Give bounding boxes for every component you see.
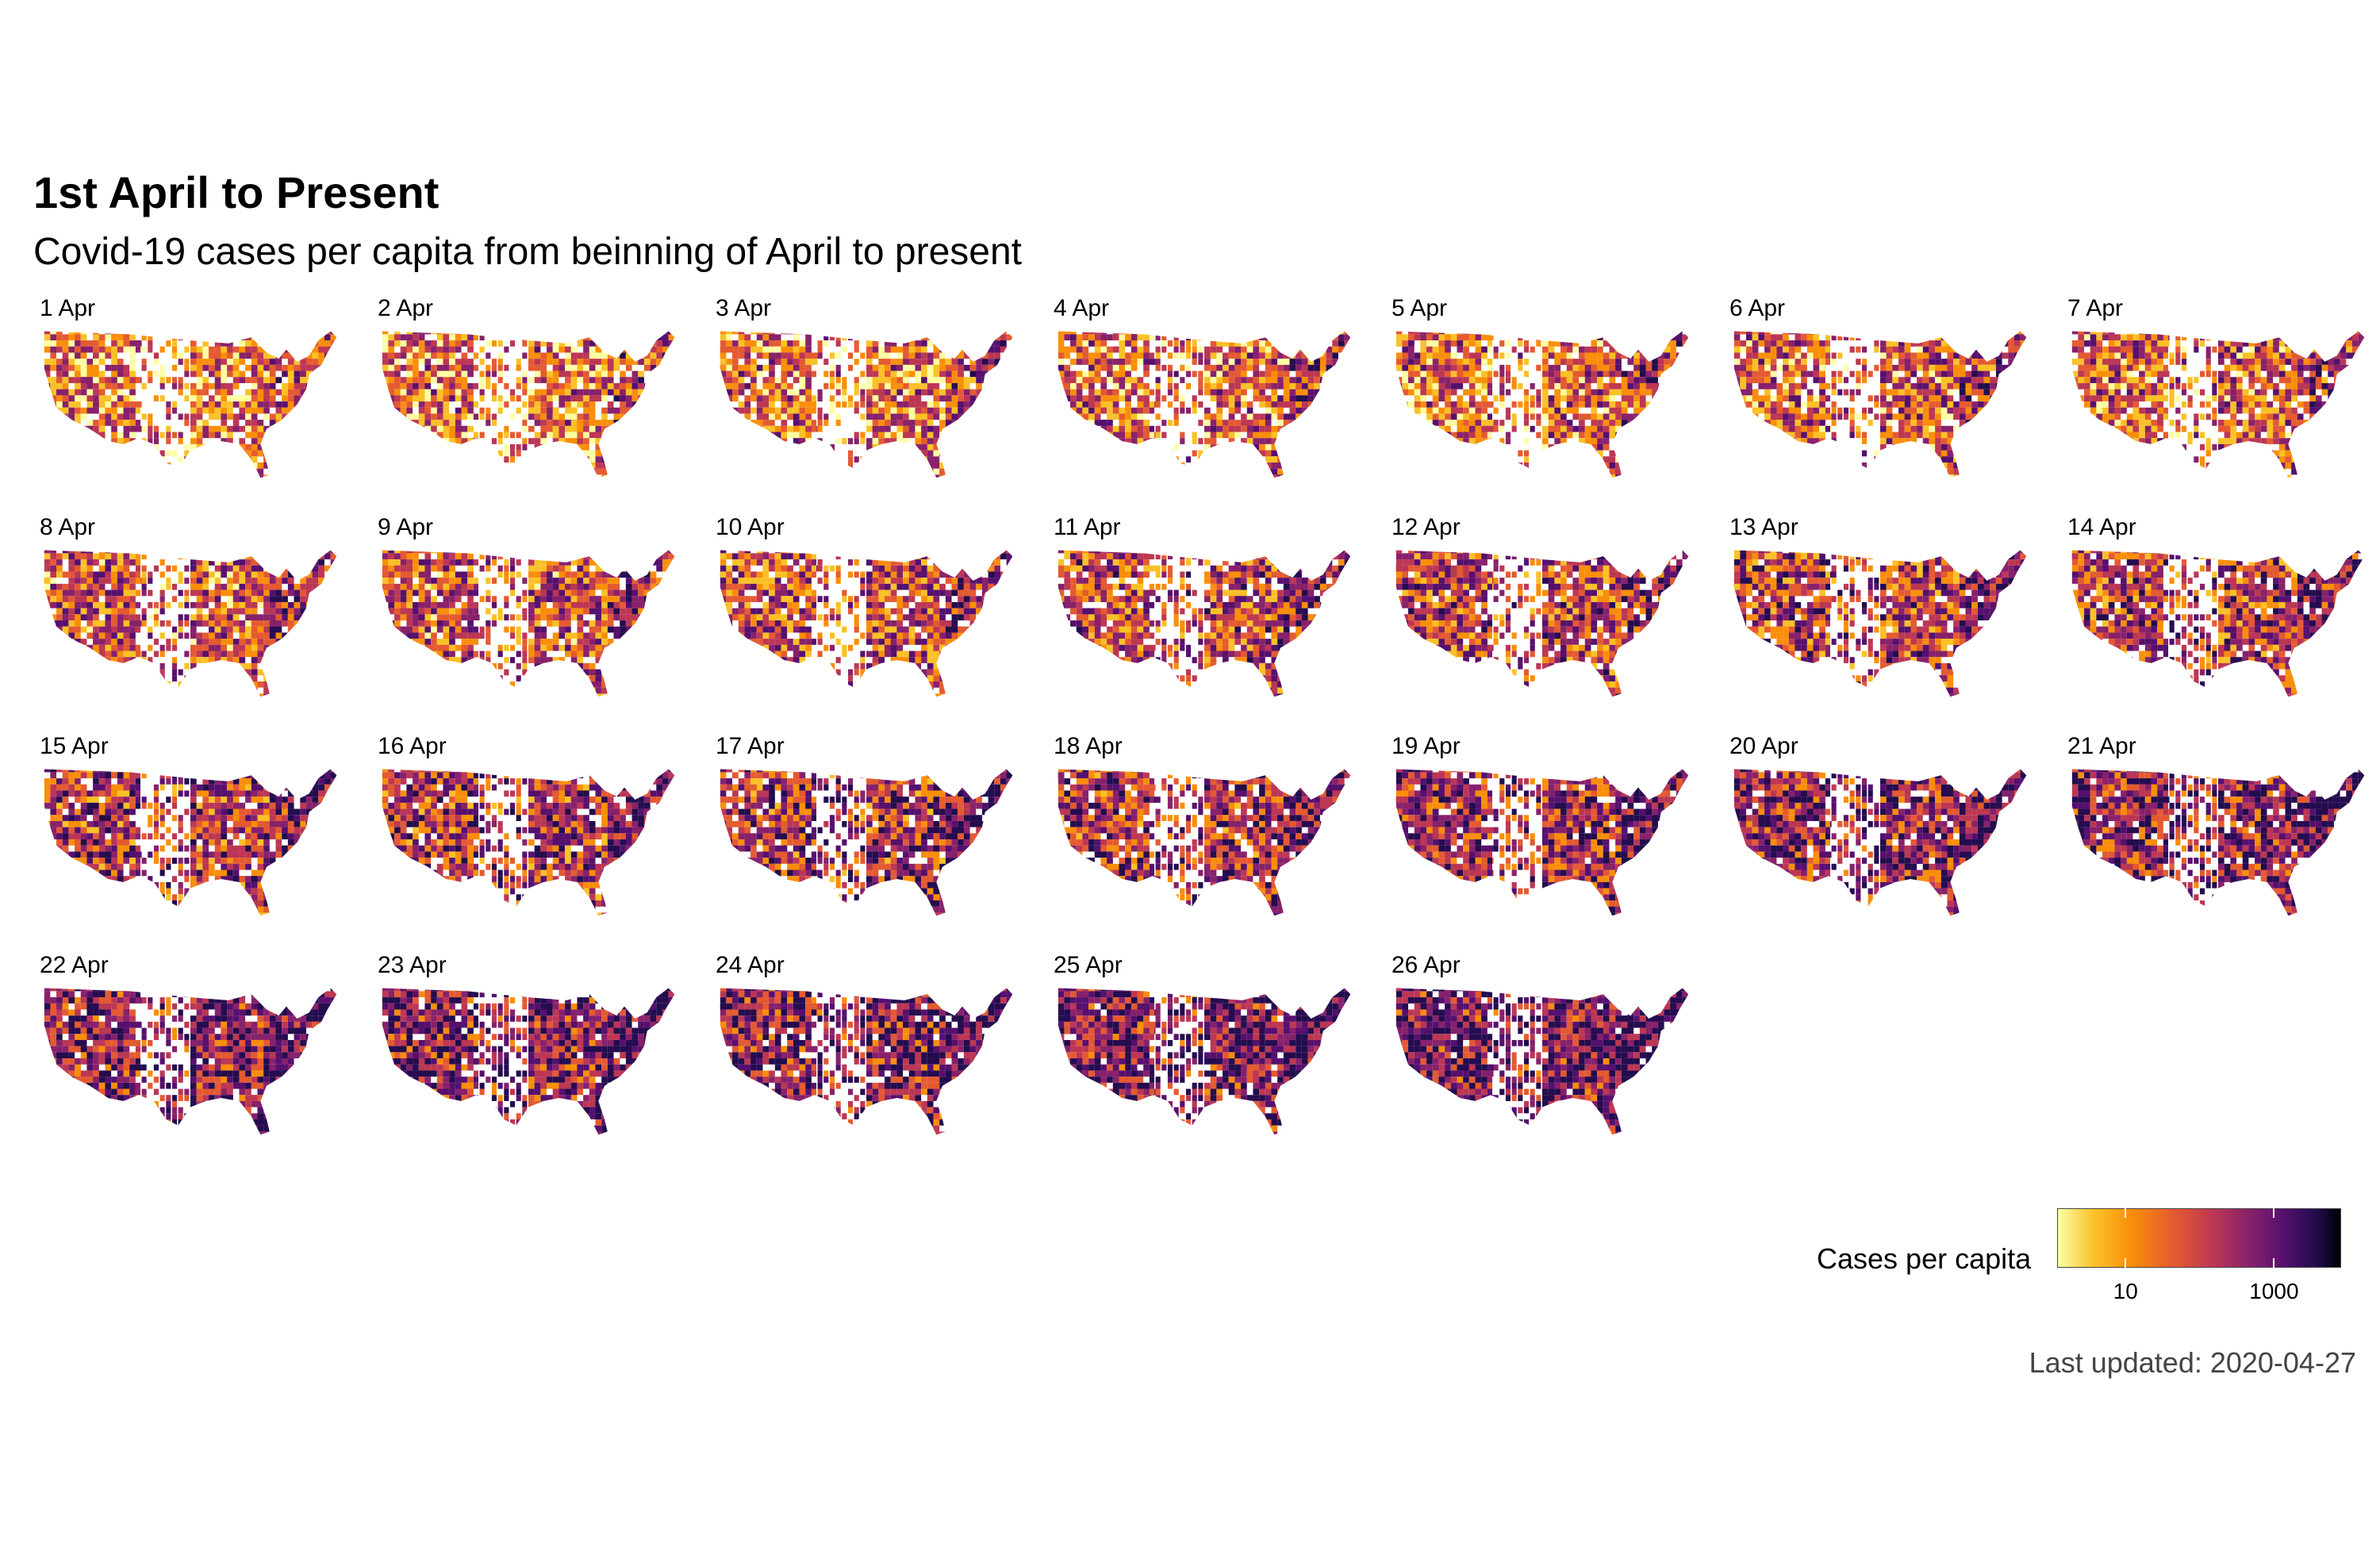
legend-color-bar <box>2057 1208 2341 1268</box>
us-county-map <box>1733 331 2027 478</box>
facet-label: 16 Apr <box>378 733 447 760</box>
facet-label: 19 Apr <box>1392 733 1461 760</box>
facet-label: 8 Apr <box>40 514 95 541</box>
facet-panel: 26 Apr <box>1384 952 1701 1142</box>
facet-label: 25 Apr <box>1054 952 1123 979</box>
facet-label: 15 Apr <box>40 733 109 760</box>
facet-label: 4 Apr <box>1054 295 1109 322</box>
facet-panel: 25 Apr <box>1046 952 1363 1142</box>
legend-tick-mark <box>2125 1208 2127 1268</box>
chart-subtitle: Covid-19 cases per capita from beinning … <box>33 230 1022 274</box>
facet-panel: 3 Apr <box>708 295 1025 486</box>
us-county-map <box>1058 331 1351 478</box>
facet-panel: 6 Apr <box>1722 295 2039 486</box>
us-county-map <box>44 331 337 478</box>
us-county-map <box>720 550 1013 697</box>
facet-label: 18 Apr <box>1054 733 1123 760</box>
facet-panel: 20 Apr <box>1722 733 2039 923</box>
facet-panel: 19 Apr <box>1384 733 1701 923</box>
us-county-map <box>1058 769 1351 916</box>
us-county-map <box>44 769 337 916</box>
facet-label: 6 Apr <box>1729 295 1785 322</box>
facet-panel: 22 Apr <box>32 952 349 1142</box>
facet-panel: 5 Apr <box>1384 295 1701 486</box>
facet-panel: 8 Apr <box>32 514 349 704</box>
facet-label: 14 Apr <box>2067 514 2136 541</box>
legend-tick-mark <box>2273 1208 2275 1268</box>
facet-panel: 1 Apr <box>32 295 349 486</box>
us-county-map <box>1733 769 2027 916</box>
facet-label: 11 Apr <box>1054 514 1121 541</box>
facet-label: 24 Apr <box>716 952 785 979</box>
facet-label: 3 Apr <box>716 295 771 322</box>
facet-panel: 16 Apr <box>370 733 687 923</box>
facet-label: 12 Apr <box>1392 514 1461 541</box>
facet-panel: 24 Apr <box>708 952 1025 1142</box>
us-county-map <box>382 769 675 916</box>
facet-label: 22 Apr <box>40 952 109 979</box>
us-county-map <box>2071 331 2365 478</box>
facet-panel: 21 Apr <box>2059 733 2377 923</box>
facet-panel: 13 Apr <box>1722 514 2039 704</box>
last-updated-caption: Last updated: 2020-04-27 <box>2029 1346 2356 1380</box>
facet-label: 5 Apr <box>1392 295 1447 322</box>
us-county-map <box>382 988 675 1135</box>
us-county-map <box>1395 550 1689 697</box>
facet-label: 17 Apr <box>716 733 785 760</box>
facet-panel: 4 Apr <box>1046 295 1363 486</box>
us-county-map <box>720 331 1013 478</box>
facet-panel: 10 Apr <box>708 514 1025 704</box>
facet-panel: 12 Apr <box>1384 514 1701 704</box>
us-county-map <box>1395 331 1689 478</box>
facet-label: 23 Apr <box>378 952 447 979</box>
us-county-map <box>720 988 1013 1135</box>
facet-panel: 2 Apr <box>370 295 687 486</box>
facet-panel: 11 Apr <box>1046 514 1363 704</box>
facet-label: 21 Apr <box>2067 733 2136 760</box>
facet-label: 26 Apr <box>1392 952 1461 979</box>
us-county-map <box>2071 769 2365 916</box>
facet-label: 13 Apr <box>1729 514 1798 541</box>
us-county-map <box>1395 988 1689 1135</box>
us-county-map <box>44 988 337 1135</box>
us-county-map <box>382 331 675 478</box>
legend-tick-label: 1000 <box>2249 1279 2298 1304</box>
facet-label: 9 Apr <box>378 514 433 541</box>
facet-panel: 7 Apr <box>2059 295 2377 486</box>
facet-label: 7 Apr <box>2067 295 2123 322</box>
us-county-map <box>1395 769 1689 916</box>
us-county-map <box>382 550 675 697</box>
us-county-map <box>1058 550 1351 697</box>
facet-label: 1 Apr <box>40 295 95 322</box>
facet-panel: 17 Apr <box>708 733 1025 923</box>
facet-panel: 23 Apr <box>370 952 687 1142</box>
facet-label: 10 Apr <box>716 514 785 541</box>
facet-label: 20 Apr <box>1729 733 1798 760</box>
us-county-map <box>1733 550 2027 697</box>
legend-tick-label: 10 <box>2113 1279 2138 1304</box>
facet-panel: 18 Apr <box>1046 733 1363 923</box>
us-county-map <box>720 769 1013 916</box>
facet-panel: 9 Apr <box>370 514 687 704</box>
us-county-map <box>2071 550 2365 697</box>
facet-panel: 14 Apr <box>2059 514 2377 704</box>
legend-title: Cases per capita <box>1817 1242 2031 1276</box>
us-county-map <box>1058 988 1351 1135</box>
chart-title: 1st April to Present <box>33 167 439 218</box>
facet-label: 2 Apr <box>378 295 433 322</box>
us-county-map <box>44 550 337 697</box>
facet-panel: 15 Apr <box>32 733 349 923</box>
